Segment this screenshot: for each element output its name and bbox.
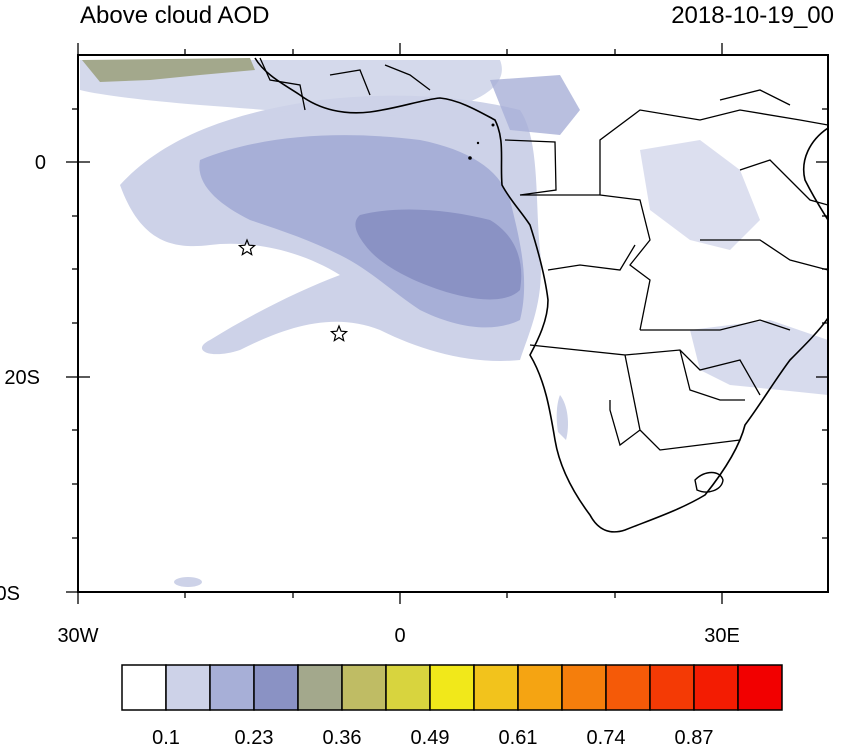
colorbar-label: 0.1	[152, 727, 180, 747]
colorbar-label: 0.61	[499, 727, 538, 747]
x-tick-label: 30E	[704, 625, 740, 647]
colorbar-swatch	[165, 664, 211, 711]
colorbar-label: 0.74	[587, 727, 626, 747]
colorbar-swatch	[517, 664, 563, 711]
country-borders	[259, 57, 828, 451]
y-tick-label: 0	[35, 152, 46, 174]
aod-field	[80, 57, 828, 587]
colorbar-label: 0.49	[411, 727, 450, 747]
colorbar-swatch	[385, 664, 431, 711]
colorbar-swatch	[209, 664, 255, 711]
colorbar-swatch	[605, 664, 651, 711]
aod-region-land-north	[490, 75, 580, 135]
map-title: Above cloud AOD	[80, 2, 270, 29]
colorbar-swatch	[297, 664, 343, 711]
aod-region-land-east	[640, 140, 760, 250]
colorbar-label: 0.87	[675, 727, 714, 747]
colorbar-swatch	[341, 664, 387, 711]
x-tick-label: 0	[394, 625, 405, 647]
island	[468, 156, 472, 160]
y-tick-label: 40S	[0, 583, 20, 605]
y-tick-label: 20S	[4, 367, 40, 389]
x-tick-label: 30W	[57, 625, 98, 647]
island	[476, 141, 480, 145]
colorbar-swatch	[429, 664, 475, 711]
colorbar-swatch	[561, 664, 607, 711]
lesotho-border	[694, 471, 724, 493]
aod-region-land-southeast	[690, 320, 828, 395]
colorbar-labels: 0.1 0.23 0.36 0.49 0.61 0.74 0.87	[152, 727, 713, 747]
map-datetime: 2018-10-19_00	[671, 2, 834, 29]
colorbar	[121, 664, 783, 711]
aod-region-olive	[82, 58, 255, 82]
colorbar-swatch	[253, 664, 299, 711]
colorbar-label: 0.36	[323, 727, 362, 747]
aod-region-coastal-strip	[556, 395, 568, 440]
colorbar-label: 0.23	[235, 727, 274, 747]
station-star-icon	[237, 238, 257, 256]
colorbar-swatch	[693, 664, 739, 711]
colorbar-swatch	[121, 664, 167, 711]
africa-east-coast	[803, 127, 828, 221]
colorbar-swatch	[473, 664, 519, 711]
colorbar-swatch	[737, 664, 783, 711]
axis-ticks	[66, 43, 828, 604]
aod-region-south-patch	[174, 577, 202, 587]
colorbar-swatch	[649, 664, 695, 711]
aod-region-dark	[355, 209, 522, 300]
island	[491, 123, 495, 127]
station-star-icon	[329, 324, 349, 342]
